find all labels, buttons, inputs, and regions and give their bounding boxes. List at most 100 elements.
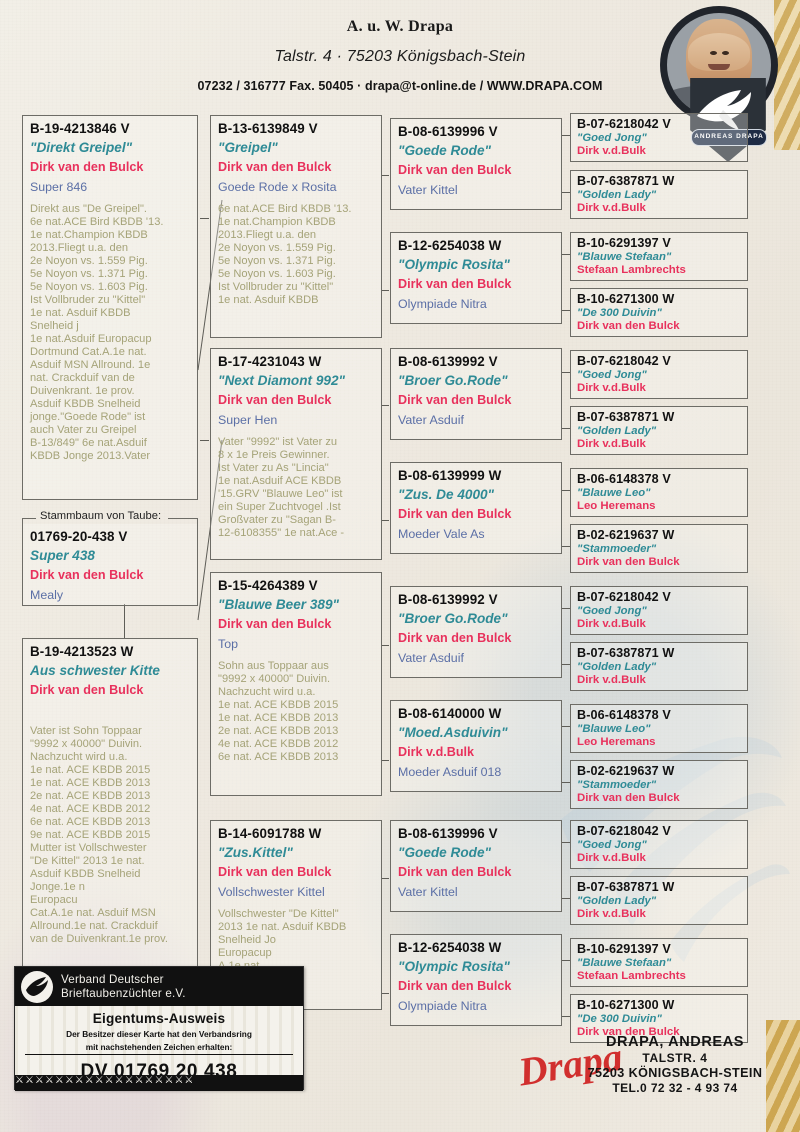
ring-number: B-14-6091788 W (218, 826, 322, 841)
breeder-label: Dirk v.d.Bulk (577, 618, 646, 630)
breeder-label: Dirk van den Bulck (398, 393, 512, 407)
connector (381, 175, 389, 176)
pigeon-nickname: "Golden Lady" (577, 189, 657, 201)
pedigree-box-sire[interactable]: B-19-4213846 V "Direkt Greipel" Dirk van… (22, 115, 198, 500)
pedigree-box-gen3-2[interactable]: B-12-6254038 W "Olympic Rosita" Dirk van… (390, 232, 562, 324)
ring-number: B-08-6139996 V (398, 124, 498, 139)
breeder-label: Dirk van den Bulck (398, 865, 512, 879)
pigeon-notes: Direkt aus "De Greipel". 6e nat.ACE Bird… (30, 203, 164, 462)
ownership-card-title: Eigentums-Ausweis (92, 1011, 226, 1026)
pigeon-subtitle: Vater Kittel (398, 183, 458, 197)
breeder-label: Dirk van den Bulck (398, 277, 512, 291)
pigeon-nickname: "Olympic Rosita" (398, 959, 510, 974)
connector (562, 254, 570, 255)
ring-number: 01769-20-438 V (30, 529, 128, 544)
breeder-label: Dirk v.d.Bulk (577, 438, 646, 450)
breeder-label: Leo Heremans (577, 736, 656, 748)
ring-number: B-08-6139992 V (398, 592, 498, 607)
pedigree-box-gen4-14[interactable]: B-07-6387871 W "Golden Lady" Dirk v.d.Bu… (570, 876, 748, 925)
pedigree-box-gen4-10[interactable]: B-07-6387871 W "Golden Lady" Dirk v.d.Bu… (570, 642, 748, 691)
pedigree-box-gen4-12[interactable]: B-02-6219637 W "Stammoeder" Dirk van den… (570, 760, 748, 809)
pigeon-nickname: Aus schwester Kitte (30, 663, 160, 678)
pedigree-box-gen4-2[interactable]: B-07-6387871 W "Golden Lady" Dirk v.d.Bu… (570, 170, 748, 219)
pedigree-box-gen4-3[interactable]: B-10-6291397 V "Blauwe Stefaan" Stefaan … (570, 232, 748, 281)
connector (562, 960, 570, 961)
ownership-card-divider (25, 1054, 293, 1055)
pedigree-box-gen4-9[interactable]: B-07-6218042 V "Goed Jong" Dirk v.d.Bulk (570, 586, 748, 635)
pigeon-nickname: "Goed Jong" (577, 605, 647, 617)
pedigree-box-gen4-11[interactable]: B-06-6148378 V "Blauwe Leo" Leo Heremans (570, 704, 748, 753)
pedigree-box-dam[interactable]: B-19-4213523 W Aus schwester Kitte Dirk … (22, 638, 198, 968)
ownership-card-org: Verband Deutscher Brieftaubenzüchter e.V… (61, 973, 186, 1001)
ring-number: B-07-6387871 W (577, 410, 675, 424)
pigeon-nickname: "Stammoeder" (577, 779, 657, 791)
connector (562, 782, 570, 783)
pedigree-box-gen3-5[interactable]: B-08-6139992 V "Broer Go.Rode" Dirk van … (390, 586, 562, 678)
pigeon-notes: 6e nat.ACE Bird KBDB '13. 1e nat.Champio… (218, 203, 352, 306)
connector (381, 993, 389, 994)
stammbaum-caption: Stammbaum von Taube: (40, 510, 162, 522)
pedigree-box-gen4-4[interactable]: B-10-6271300 W "De 300 Duivin" Dirk van … (570, 288, 748, 337)
ownership-card[interactable]: Verband Deutscher Brieftaubenzüchter e.V… (14, 966, 304, 1091)
breeder-label: Dirk van den Bulck (30, 568, 144, 582)
pigeon-nickname: "Blauwe Stefaan" (577, 251, 672, 263)
breeder-contact: 07232 / 316777 Fax. 50405 · drapa@t-onli… (197, 79, 603, 93)
breeder-label: Dirk van den Bulck (398, 979, 512, 993)
breeder-label: Dirk v.d.Bulk (398, 745, 475, 759)
pedigree-box-gen4-6[interactable]: B-07-6387871 W "Golden Lady" Dirk v.d.Bu… (570, 406, 748, 455)
pedigree-box-gen2-2[interactable]: B-17-4231043 W "Next Diamont 992" Dirk v… (210, 348, 382, 560)
ring-number: B-12-6254038 W (398, 238, 502, 253)
caption-tick-left (22, 518, 23, 524)
pigeon-notes: Vater ist Sohn Toppaar "9992 x 40000" Du… (30, 725, 168, 945)
pedigree-box-subject[interactable]: 01769-20-438 V Super 438 Dirk van den Bu… (22, 524, 198, 606)
pigeon-nickname: "Greipel" (218, 140, 278, 155)
ring-number: B-19-4213523 W (30, 644, 134, 659)
pigeon-nickname: "Goed Jong" (577, 369, 647, 381)
pedigree-box-gen3-8[interactable]: B-12-6254038 W "Olympic Rosita" Dirk van… (390, 934, 562, 1026)
pigeon-nickname: "Zus. De 4000" (398, 487, 495, 502)
pigeon-notes: Vater "9992" ist Vater zu 8 x 1e Preis G… (218, 436, 345, 539)
pedigree-box-gen4-1[interactable]: B-07-6218042 V "Goed Jong" Dirk v.d.Bulk (570, 113, 748, 162)
pedigree-box-gen2-3[interactable]: B-15-4264389 V "Blauwe Beer 389" Dirk va… (210, 572, 382, 796)
pedigree-box-gen3-1[interactable]: B-08-6139996 V "Goede Rode" Dirk van den… (390, 118, 562, 210)
ring-number: B-02-6219637 W (577, 528, 675, 542)
breeder-label: Dirk van den Bulck (30, 160, 144, 174)
pedigree-box-gen2-1[interactable]: B-13-6139849 V "Greipel" Dirk van den Bu… (210, 115, 382, 338)
breeder-label: Dirk van den Bulck (218, 393, 332, 407)
ring-number: B-08-6140000 W (398, 706, 502, 721)
pigeon-notes: Sohn aus Toppaar aus "9992 x 40000" Duiv… (218, 660, 339, 763)
ring-number: B-10-6291397 V (577, 942, 671, 956)
pedigree-box-gen4-5[interactable]: B-07-6218042 V "Goed Jong" Dirk v.d.Bulk (570, 350, 748, 399)
pedigree-box-gen3-3[interactable]: B-08-6139992 V "Broer Go.Rode" Dirk van … (390, 348, 562, 440)
connector (381, 290, 389, 291)
pedigree-box-gen4-7[interactable]: B-06-6148378 V "Blauwe Leo" Leo Heremans (570, 468, 748, 517)
connector (200, 440, 209, 441)
org-line-1: Verband Deutscher (61, 972, 164, 986)
pedigree-box-gen4-8[interactable]: B-02-6219637 W "Stammoeder" Dirk van den… (570, 524, 748, 573)
pigeon-subtitle: Vollschwester Kittel (218, 885, 325, 899)
pedigree-box-gen3-4[interactable]: B-08-6139999 W "Zus. De 4000" Dirk van d… (390, 462, 562, 554)
pigeon-nickname: "Zus.Kittel" (218, 845, 293, 860)
pedigree-box-gen4-13[interactable]: B-07-6218042 V "Goed Jong" Dirk v.d.Bulk (570, 820, 748, 869)
pigeon-subtitle: Olympiade Nitra (398, 297, 487, 311)
connector (562, 310, 570, 311)
pigeon-nickname: "De 300 Duivin" (577, 1013, 662, 1025)
pigeon-nickname: "Golden Lady" (577, 661, 657, 673)
pigeon-nickname: "Broer Go.Rode" (398, 373, 508, 388)
pedigree-box-gen3-6[interactable]: B-08-6140000 W "Moed.Asduivin" Dirk v.d.… (390, 700, 562, 792)
connector (562, 664, 570, 665)
ring-number: B-10-6291397 V (577, 236, 671, 250)
breeder-label: Dirk van den Bulck (218, 160, 332, 174)
pedigree-box-gen4-16[interactable]: B-10-6271300 W "De 300 Duivin" Dirk van … (570, 994, 748, 1043)
ring-number: B-10-6271300 W (577, 998, 675, 1012)
pigeon-nickname: "Blauwe Leo" (577, 723, 651, 735)
breeder-label: Stefaan Lambrechts (577, 264, 686, 276)
pigeon-subtitle: Moeder Asduif 018 (398, 765, 502, 779)
pedigree-box-gen4-15[interactable]: B-10-6291397 V "Blauwe Stefaan" Stefaan … (570, 938, 748, 987)
ring-number: B-07-6387871 W (577, 174, 675, 188)
pedigree-box-gen3-7[interactable]: B-08-6139996 V "Goede Rode" Dirk van den… (390, 820, 562, 912)
pigeon-nickname: Super 438 (30, 548, 95, 563)
breeder-label: Dirk van den Bulck (577, 1026, 680, 1038)
connector-vertical (124, 604, 125, 638)
pigeon-subtitle: Super 846 (30, 180, 88, 194)
